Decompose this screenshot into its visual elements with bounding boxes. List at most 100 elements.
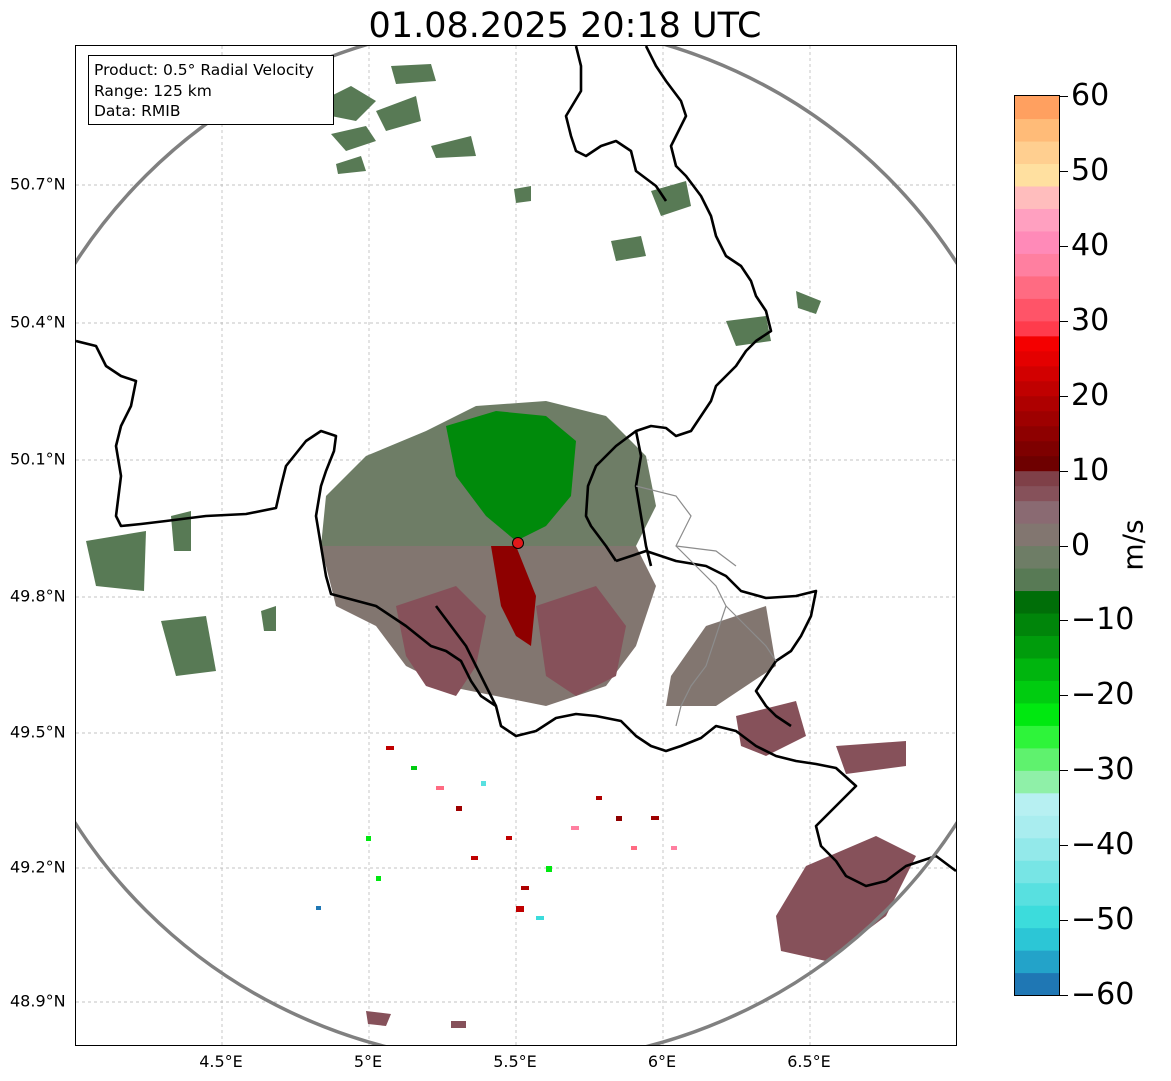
colorbar-tick-mark: [1060, 845, 1068, 847]
colorbar-band: [1015, 523, 1059, 547]
colorbar-tick-mark: [1060, 170, 1068, 172]
region-border-line: [675, 545, 737, 567]
radar-map[interactable]: [75, 45, 957, 1046]
colorbar-band: [1015, 567, 1059, 592]
region-borders: [635, 485, 777, 727]
colorbar-band: [1015, 950, 1059, 974]
echo-region-folded: [491, 546, 536, 646]
lon-tick-label: 5°E: [353, 1052, 383, 1071]
border-line: [584, 46, 773, 562]
echo-speckle: [616, 816, 622, 821]
colorbar-band: [1015, 635, 1059, 659]
echo-cell: [321, 86, 376, 121]
echo-cell: [651, 181, 691, 216]
echo-speckle: [481, 781, 486, 786]
velocity-echoes: [86, 64, 916, 1028]
colorbar-tick-label: −10: [1071, 602, 1135, 638]
lon-tick-label: 6.5°E: [787, 1052, 831, 1071]
echo-cell: [431, 136, 476, 158]
colorbar-tick-mark: [1060, 920, 1068, 922]
colorbar-tick-mark: [1060, 695, 1068, 697]
colorbar-band: [1015, 500, 1059, 524]
echo-speckle: [631, 846, 637, 850]
colorbar-band: [1015, 365, 1059, 382]
lon-tick-label: 4.5°E: [199, 1052, 243, 1071]
colorbar-unit-label: m/s: [1116, 519, 1150, 571]
echo-cell: [796, 291, 821, 314]
lat-tick-label: 50.4°N: [10, 312, 66, 332]
colorbar-band: [1015, 275, 1059, 299]
echo-region-outbound: [536, 586, 626, 696]
colorbar-tick-label: 50: [1071, 152, 1110, 188]
info-data-source: Data: RMIB: [94, 102, 181, 120]
echo-speckle: [546, 866, 552, 872]
colorbar-band: [1015, 972, 1059, 995]
colorbar-band: [1015, 905, 1059, 929]
colorbar-band: [1015, 612, 1059, 636]
echo-speckle: [436, 786, 444, 790]
info-product: Product: 0.5° Radial Velocity: [94, 61, 314, 79]
lon-tick-label: 5.5°E: [493, 1052, 537, 1071]
echo-speckle: [376, 876, 381, 881]
colorbar-band: [1015, 230, 1059, 254]
info-range: Range: 125 km: [94, 81, 212, 100]
echo-region-east: [666, 606, 776, 706]
colorbar-band: [1015, 320, 1059, 337]
colorbar-band: [1015, 440, 1059, 457]
colorbar-band: [1015, 702, 1059, 726]
colorbar-tick-label: −40: [1071, 826, 1135, 862]
lat-tick-label: 50.1°N: [10, 449, 66, 469]
colorbar-tick-label: 40: [1071, 227, 1110, 263]
colorbar-tick-label: 20: [1071, 377, 1110, 413]
echo-speckle: [471, 856, 478, 860]
echo-speckle: [671, 846, 677, 850]
echo-cell: [451, 1021, 466, 1028]
echo-cell: [611, 236, 646, 261]
echo-speckle: [516, 906, 524, 912]
colorbar-band: [1015, 680, 1059, 704]
colorbar-band: [1015, 545, 1059, 569]
colorbar-band: [1015, 725, 1059, 749]
colorbar-band: [1015, 140, 1059, 165]
colorbar-tick-mark: [1060, 995, 1068, 996]
colorbar-band: [1015, 298, 1059, 322]
colorbar-band: [1015, 253, 1059, 277]
colorbar-band: [1015, 837, 1059, 861]
colorbar-band: [1015, 747, 1059, 771]
colorbar-tick-mark: [1060, 620, 1068, 622]
country-borders: [76, 46, 956, 888]
velocity-colorbar: [1014, 95, 1060, 996]
lon-tick-label: 6°E: [647, 1052, 677, 1071]
colorbar-tick-mark: [1060, 320, 1068, 322]
lat-tick-label: 49.8°N: [10, 586, 66, 606]
colorbar-tick-label: 30: [1071, 302, 1110, 338]
echo-cell: [161, 616, 216, 676]
colorbar-band: [1015, 860, 1059, 884]
echo-cell: [726, 316, 771, 346]
colorbar-gradient: [1015, 96, 1059, 995]
colorbar-tick-label: 10: [1071, 452, 1110, 488]
lat-tick-label: 50.7°N: [10, 174, 66, 194]
border-line: [634, 430, 653, 567]
colorbar-band: [1015, 455, 1059, 472]
echo-cell: [336, 156, 366, 174]
echo-cell: [514, 186, 531, 203]
colorbar-band: [1015, 163, 1059, 187]
colorbar-band: [1015, 118, 1059, 142]
echo-speckle: [536, 916, 544, 920]
colorbar-band: [1015, 96, 1059, 120]
border-line: [434, 605, 498, 707]
border-line: [76, 339, 956, 888]
radar-site-marker: [512, 537, 524, 549]
colorbar-tick-mark: [1060, 770, 1068, 772]
colorbar-tick-label: −60: [1071, 976, 1135, 1012]
lat-tick-label: 49.5°N: [10, 722, 66, 742]
echo-speckle: [521, 886, 529, 890]
colorbar-tick-label: −50: [1071, 901, 1135, 937]
colorbar-band: [1015, 208, 1059, 232]
colorbar-band: [1015, 485, 1059, 502]
echo-speckle: [316, 906, 321, 910]
echo-cell: [261, 606, 276, 631]
echo-speckle: [596, 796, 602, 800]
colorbar-band: [1015, 815, 1059, 839]
